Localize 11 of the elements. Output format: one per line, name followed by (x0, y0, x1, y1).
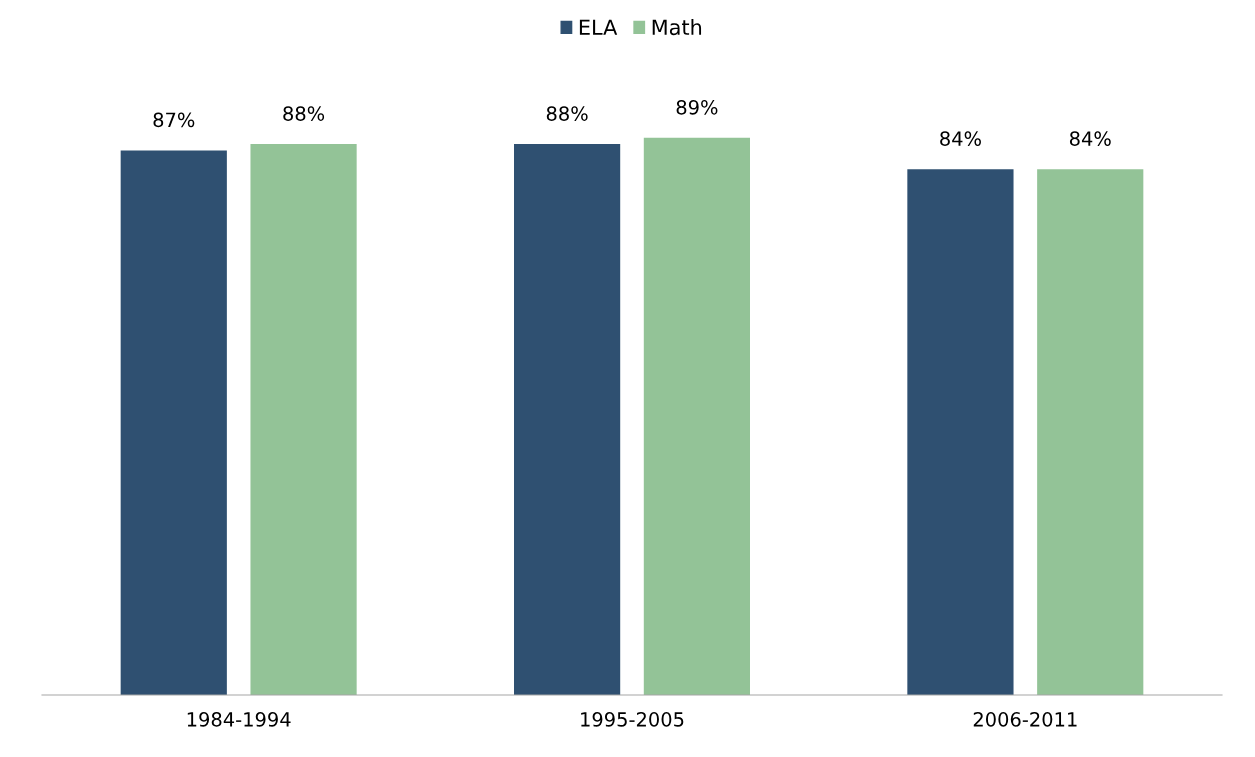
data-label: 89% (676, 99, 718, 115)
legend-label: ELA (579, 19, 618, 35)
data-label: 88% (283, 106, 325, 121)
x-tick-label: 2006-2011 (973, 712, 1077, 727)
data-label: 84% (940, 131, 981, 146)
x-tick-label: 1995-2005 (581, 712, 684, 727)
data-label: 87% (153, 112, 195, 128)
data-label: 84% (1069, 131, 1111, 146)
legend-label: Math (652, 19, 702, 36)
data-label: 88% (546, 106, 588, 121)
x-tick-label: 1984-1994 (187, 712, 291, 727)
